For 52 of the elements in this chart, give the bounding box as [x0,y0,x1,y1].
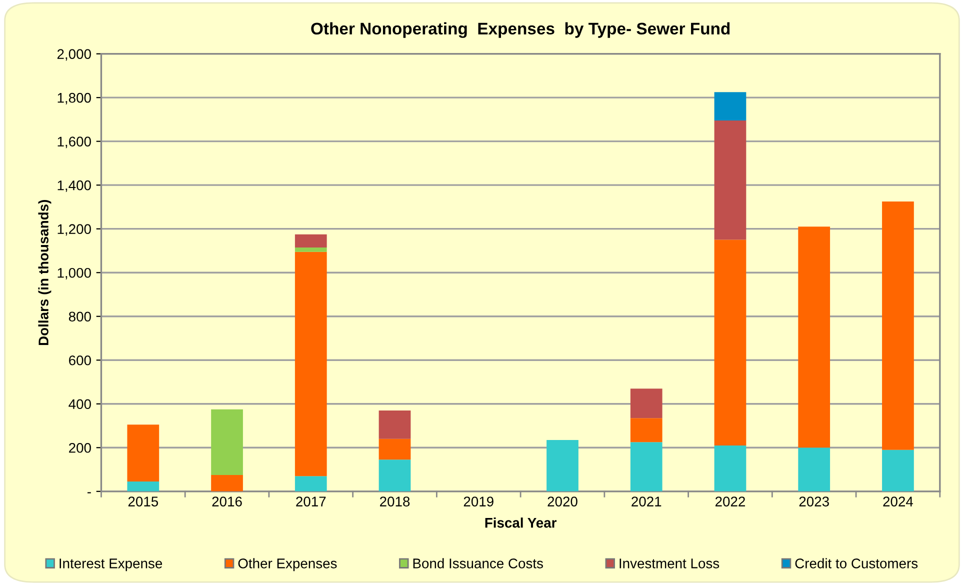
bar [798,226,830,448]
bar [294,247,327,252]
bar [630,442,662,492]
bar [714,92,746,121]
bar [714,445,746,492]
bar [294,476,327,492]
bar [378,460,411,492]
bar [211,474,243,492]
bar [714,240,746,446]
y-tick-label: 600 [69,355,91,366]
y-tick-label: 1,400 [58,180,91,192]
y-tick-label: 1,000 [58,268,91,280]
legend-label: Investment Loss [620,558,720,568]
bar [211,409,243,475]
bar [882,450,914,492]
bar [546,440,578,492]
x-tick-label: 2020 [548,496,578,506]
bar [882,202,914,450]
bar [127,482,160,492]
x-tick-label: 2015 [128,496,158,506]
y-tick-label: 1,800 [58,92,91,104]
y-tick-label: - [87,492,91,494]
legend-label: Bond Issuance Costs [413,558,543,568]
bar [630,418,662,442]
y-tick-label: 400 [68,399,91,410]
x-tick-label: 2018 [380,496,410,506]
y-axis-title: Dollars (in thousands) [38,200,52,345]
chart-title: Other Nonoperating Expenses by Type- Sewer Fund [311,22,730,38]
bar [378,438,411,460]
y-tick-label: 1,200 [58,224,91,236]
bar [714,120,746,240]
bar [294,252,327,476]
y-tick-label: 2,000 [57,49,91,61]
x-tick-label: 2024 [883,496,914,506]
x-tick-label: 2017 [296,496,326,506]
bar [630,388,662,418]
legend-label: Credit to Customers [795,558,918,568]
x-tick-label: 2019 [464,496,494,506]
x-tick-label: 2021 [632,496,662,506]
y-tick-label: 200 [69,442,91,453]
x-axis-title: Fiscal Year [485,518,557,528]
x-tick-label: 2016 [212,496,242,506]
legend-label: Interest Expense [60,558,162,572]
x-tick-label: 2022 [715,496,745,506]
legend-label: Other Expenses [238,558,337,572]
bar [378,410,411,439]
bar [127,424,160,482]
x-tick-label: 2023 [799,496,829,506]
bar [798,448,830,492]
bar [294,234,327,248]
y-tick-label: 1,600 [58,136,91,148]
y-tick-label: 800 [68,312,91,322]
